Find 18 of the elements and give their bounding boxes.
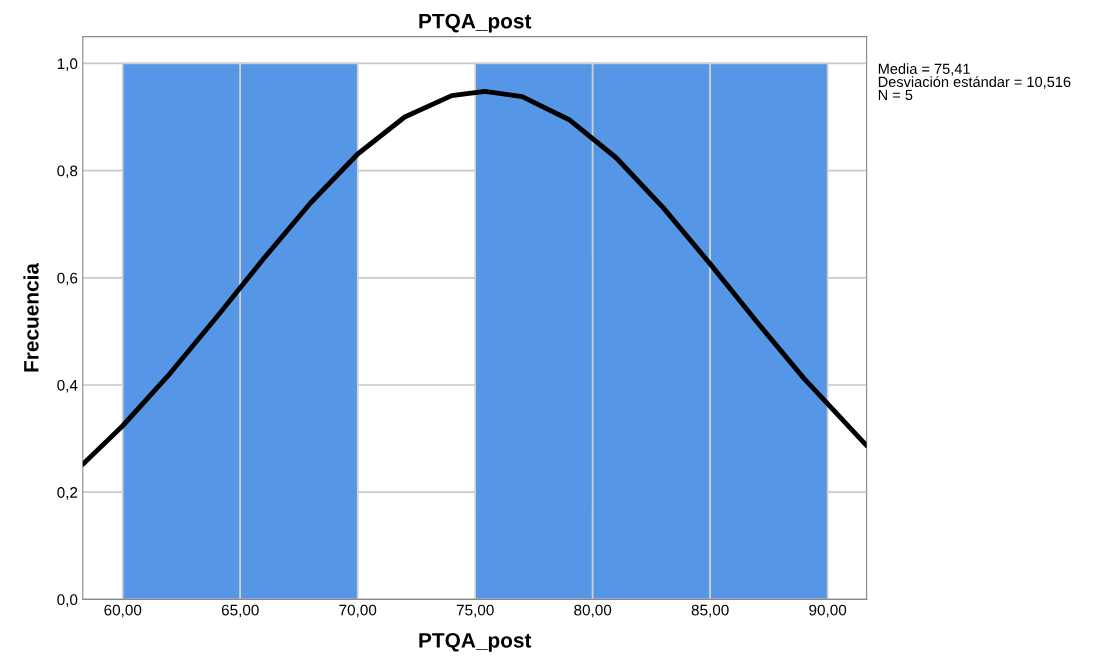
- x-tick-label: 90,00: [809, 604, 847, 618]
- y-axis-title: Frecuencia: [23, 262, 39, 372]
- line-series: [82, 88, 867, 467]
- y-tick-label: 0,4: [57, 379, 78, 393]
- y-tick-label: 0,0: [57, 594, 78, 607]
- text: Media = 75,41 Desviación estándar = 10,516 N = 5: [878, 63, 1071, 101]
- y-tick-label: 0,8: [57, 165, 78, 179]
- x-tick-label: 65,00: [221, 604, 259, 618]
- x-tick-label: 70,00: [339, 604, 377, 618]
- y-tick-label: 0,6: [57, 272, 78, 286]
- chart-title: PTQA_post: [419, 13, 532, 33]
- x-tick-label: 60,00: [104, 604, 142, 618]
- x-tick-label: 85,00: [691, 604, 729, 618]
- y-tick-label: 0,2: [57, 487, 78, 500]
- x-axis-title: PTQA_post: [419, 632, 532, 652]
- x-tick-label: 75,00: [456, 604, 494, 618]
- x-tick-label: 80,00: [574, 604, 612, 618]
- y-tick-label: 1,0: [57, 58, 78, 71]
